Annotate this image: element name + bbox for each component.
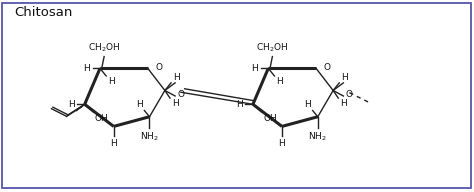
Text: H: H: [237, 100, 243, 109]
Text: H: H: [110, 139, 117, 148]
Text: H: H: [136, 100, 143, 109]
Text: NH$_2$: NH$_2$: [309, 131, 327, 143]
Text: H: H: [83, 64, 90, 73]
Text: H: H: [173, 73, 180, 82]
FancyBboxPatch shape: [2, 3, 471, 188]
Text: H: H: [279, 139, 285, 148]
Text: CH$_2$OH: CH$_2$OH: [256, 41, 289, 54]
Text: H: H: [340, 99, 347, 108]
Text: H: H: [68, 100, 75, 109]
Text: H: H: [251, 64, 258, 73]
Text: O: O: [155, 63, 162, 72]
Text: H: H: [108, 77, 115, 86]
Text: NH$_2$: NH$_2$: [140, 131, 159, 143]
Text: Chitosan: Chitosan: [14, 6, 73, 19]
Text: OH: OH: [95, 113, 109, 122]
Text: CH$_2$OH: CH$_2$OH: [88, 41, 120, 54]
Text: O: O: [177, 90, 184, 99]
Text: O: O: [346, 90, 353, 99]
Text: O: O: [324, 63, 330, 72]
Text: H: H: [172, 99, 179, 108]
Text: H: H: [341, 73, 348, 82]
Text: H: H: [276, 77, 283, 86]
Text: H: H: [304, 100, 311, 109]
Text: OH: OH: [263, 113, 277, 122]
